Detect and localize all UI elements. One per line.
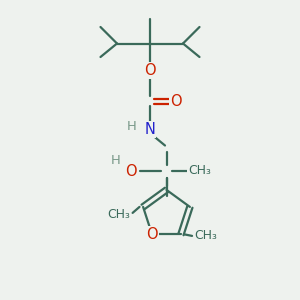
Text: CH₃: CH₃ — [194, 230, 217, 242]
Text: N: N — [145, 122, 155, 137]
Text: H: H — [127, 120, 136, 133]
Text: CH₃: CH₃ — [188, 164, 211, 178]
Text: CH₃: CH₃ — [108, 208, 130, 221]
Text: O: O — [146, 227, 158, 242]
Text: H: H — [111, 154, 120, 167]
Text: O: O — [125, 164, 136, 178]
Text: O: O — [170, 94, 181, 109]
Text: O: O — [144, 63, 156, 78]
